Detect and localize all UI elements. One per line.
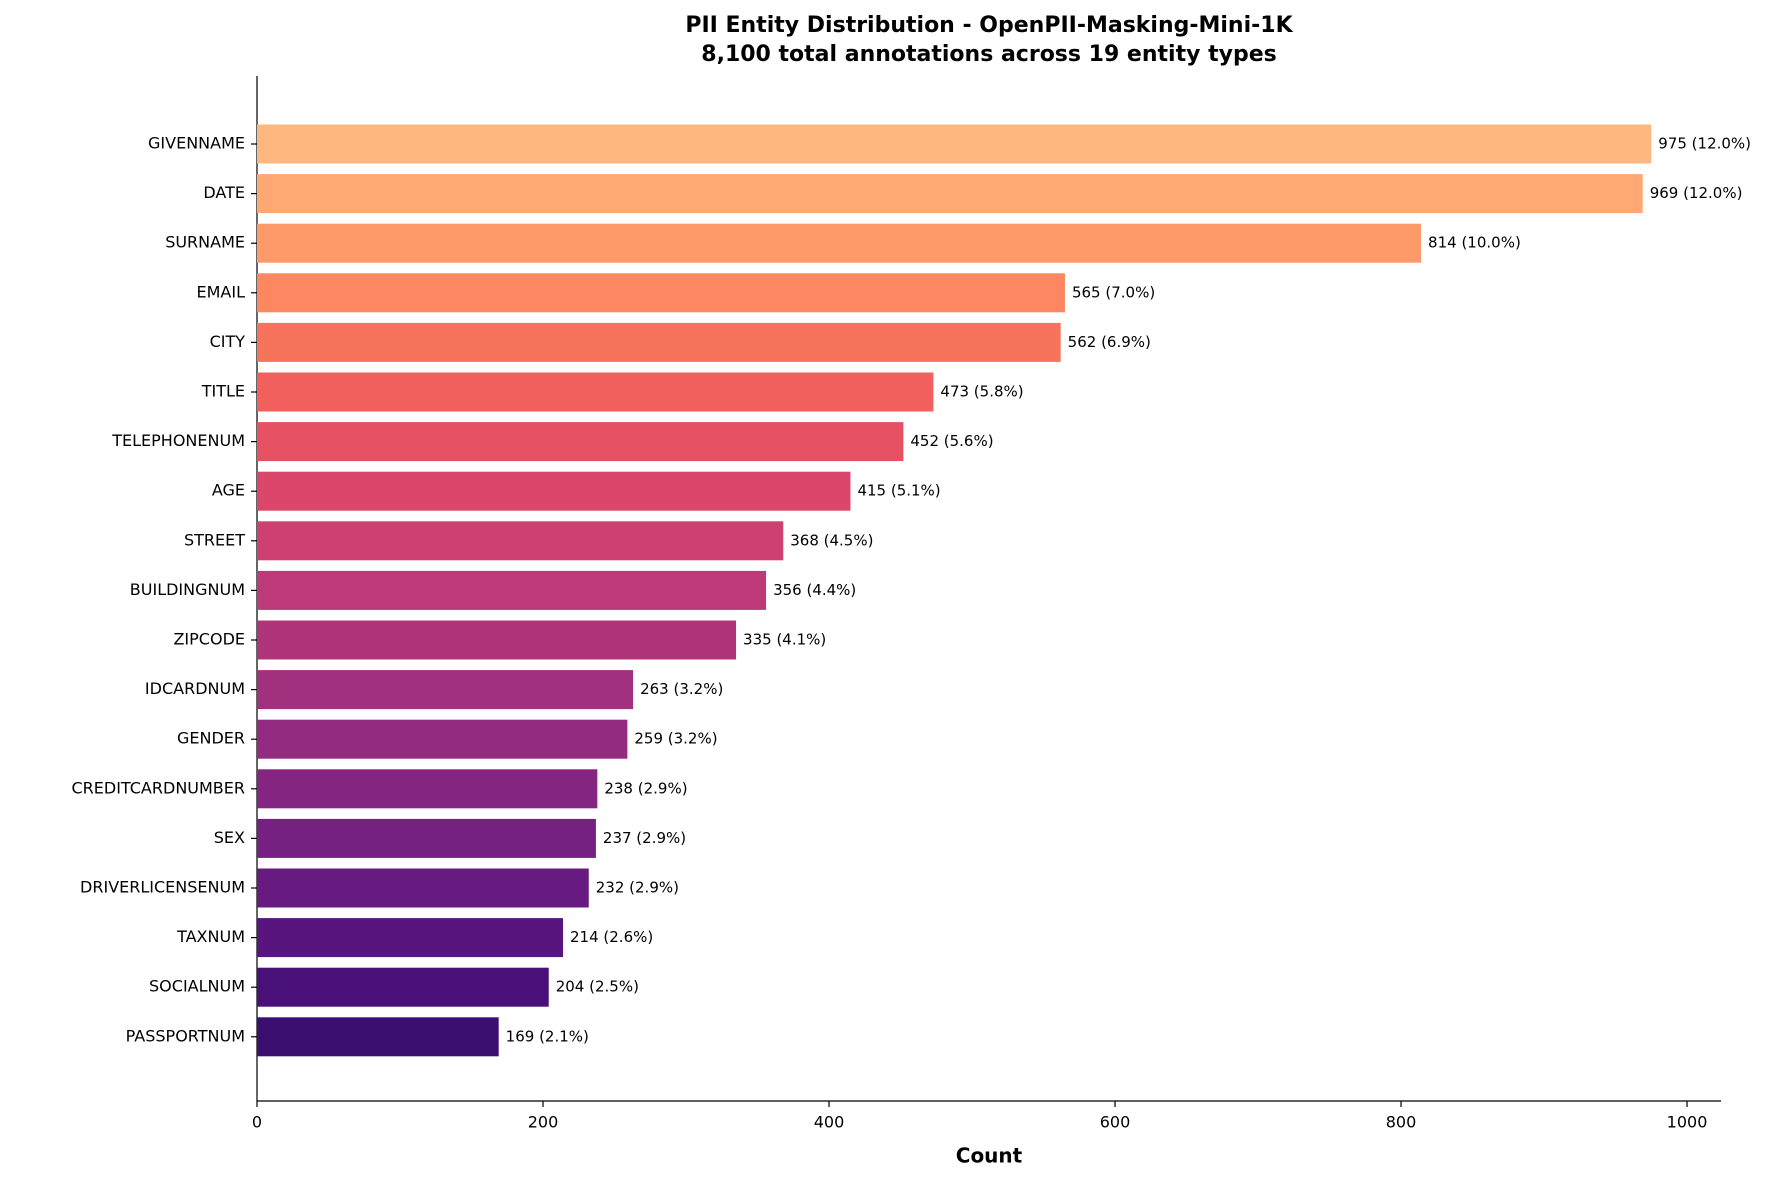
value-label: 335 (4.1%): [743, 631, 826, 649]
value-label: 473 (5.8%): [940, 383, 1023, 401]
bar: [257, 570, 767, 610]
y-tick-label: TELEPHONENUM: [111, 431, 245, 450]
y-tick-label: TAXNUM: [176, 927, 245, 946]
bar: [257, 322, 1061, 362]
value-label: 565 (7.0%): [1072, 283, 1155, 301]
y-tick-label: ZIPCODE: [173, 630, 245, 649]
y-tick-label: AGE: [212, 481, 245, 500]
value-label: 562 (6.9%): [1068, 333, 1151, 351]
value-label: 263 (3.2%): [640, 680, 723, 698]
value-label: 204 (2.5%): [556, 978, 639, 996]
y-tick-label: DRIVERLICENSENUM: [80, 878, 245, 897]
y-tick-label: DATE: [203, 183, 245, 202]
bar: [257, 719, 628, 759]
bar: [257, 223, 1422, 263]
value-label: 356 (4.4%): [773, 581, 856, 599]
y-tick-label: PASSPORTNUM: [126, 1026, 245, 1045]
y-tick-label: BUILDINGNUM: [130, 580, 245, 599]
y-tick-label: CREDITCARDNUMBER: [71, 778, 245, 797]
chart-subtitle: 8,100 total annotations across 19 entity…: [701, 42, 1276, 67]
y-tick-label: STREET: [184, 530, 245, 549]
value-label: 259 (3.2%): [634, 730, 717, 748]
bar: [257, 521, 784, 561]
value-label: 169 (2.1%): [506, 1027, 589, 1045]
value-label: 214 (2.6%): [570, 928, 653, 946]
bar: [257, 273, 1065, 313]
y-tick-label: GENDER: [177, 729, 245, 748]
bar: [257, 918, 564, 958]
x-tick-label: 1000: [1667, 1113, 1708, 1132]
y-tick-label: TITLE: [201, 382, 245, 401]
bar: [257, 868, 589, 908]
value-label: 415 (5.1%): [857, 482, 940, 500]
bar: [257, 174, 1643, 214]
y-tick-label: SEX: [214, 828, 245, 847]
value-label: 368 (4.5%): [790, 531, 873, 549]
y-tick-label: SOCIALNUM: [149, 977, 245, 996]
bar: [257, 967, 549, 1007]
x-tick-label: 0: [252, 1113, 262, 1132]
bar: [257, 124, 1652, 164]
value-label: 238 (2.9%): [604, 779, 687, 797]
x-tick-label: 600: [1100, 1113, 1131, 1132]
value-label: 814 (10.0%): [1428, 234, 1521, 252]
y-tick-label: EMAIL: [197, 282, 246, 301]
bar: [257, 670, 634, 710]
x-tick-label: 400: [814, 1113, 845, 1132]
x-axis-label: Count: [956, 1144, 1023, 1168]
x-tick-label: 200: [528, 1113, 559, 1132]
bar: [257, 471, 851, 511]
value-label: 237 (2.9%): [603, 829, 686, 847]
y-tick-label: GIVENNAME: [148, 134, 245, 153]
y-tick-label: SURNAME: [165, 233, 245, 252]
bar: [257, 1017, 499, 1057]
bar: [257, 620, 737, 660]
value-label: 452 (5.6%): [910, 432, 993, 450]
y-tick-label: IDCARDNUM: [145, 679, 245, 698]
value-label: 975 (12.0%): [1658, 135, 1751, 153]
bar: [257, 372, 934, 412]
chart-title: PII Entity Distribution - OpenPII-Maskin…: [685, 13, 1293, 38]
x-tick-label: 800: [1386, 1113, 1417, 1132]
bar: [257, 422, 904, 462]
value-label: 232 (2.9%): [596, 879, 679, 897]
bar: [257, 769, 598, 809]
value-label: 969 (12.0%): [1650, 184, 1743, 202]
y-tick-label: CITY: [210, 332, 246, 351]
bar: [257, 818, 596, 858]
